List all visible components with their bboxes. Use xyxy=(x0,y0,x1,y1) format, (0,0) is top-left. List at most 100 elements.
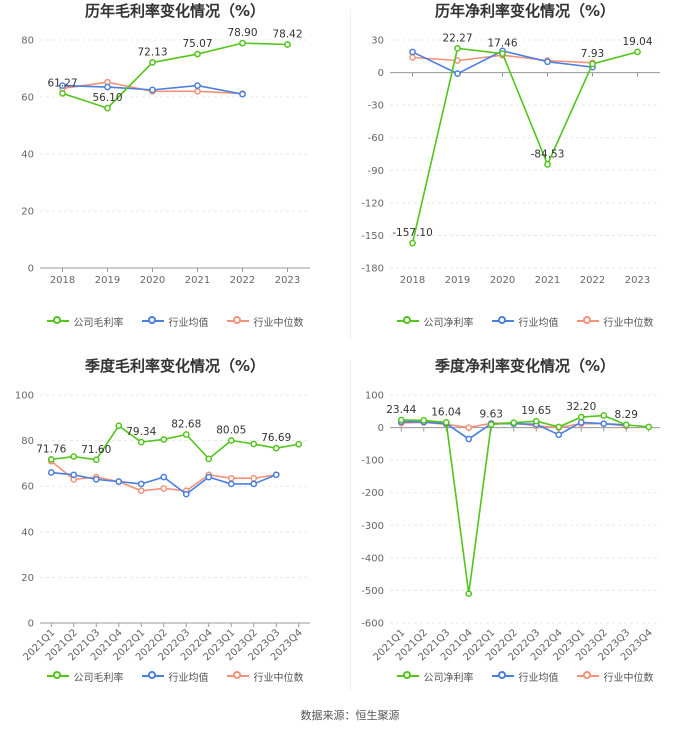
y-tick-label: 0 xyxy=(28,264,34,275)
point-company[interactable] xyxy=(272,444,280,452)
data-label: 8.29 xyxy=(615,409,638,421)
point-company[interactable] xyxy=(555,423,563,431)
point-median[interactable] xyxy=(465,424,473,431)
point-avg[interactable] xyxy=(272,471,280,479)
point-avg[interactable] xyxy=(409,48,416,56)
point-median[interactable] xyxy=(409,54,416,61)
point-avg[interactable] xyxy=(555,431,563,439)
point-company[interactable] xyxy=(47,456,55,463)
y-tick-label: -600 xyxy=(361,619,384,630)
point-avg[interactable] xyxy=(115,478,123,485)
y-tick-label: -500 xyxy=(361,586,384,597)
point-company[interactable] xyxy=(510,419,518,427)
legend-median[interactable]: 行业中位数 xyxy=(576,314,654,329)
point-company[interactable] xyxy=(397,416,405,424)
x-tick-label: 2021 xyxy=(535,275,560,286)
quarterly-net-margin-chart: 季度净利率变化情况（%） -600 -500 -400 -300 -200 -100 0 10… xyxy=(350,355,700,705)
legend-median[interactable]: 行业中位数 xyxy=(576,669,654,684)
annual-gross-margin-chart: 历年毛利率变化情况（%） 0 20 40 60 80 2018 2019 2020 2021 20… xyxy=(0,0,350,350)
legend-avg[interactable]: 行业均值 xyxy=(491,669,559,684)
point-company[interactable] xyxy=(454,45,461,52)
legend-company[interactable]: 公司毛利率 xyxy=(46,669,124,684)
point-company[interactable] xyxy=(487,421,495,428)
point-company[interactable] xyxy=(420,417,428,424)
point-avg[interactable] xyxy=(47,469,55,476)
point-avg[interactable] xyxy=(194,82,201,89)
x-tick-label: 2020 xyxy=(490,275,515,286)
point-company[interactable] xyxy=(92,456,100,464)
legend-avg-label: 行业均值 xyxy=(168,317,209,329)
point-avg[interactable] xyxy=(205,473,213,481)
point-company[interactable] xyxy=(409,239,416,247)
point-median[interactable] xyxy=(137,487,145,495)
y-tick-label: 100 xyxy=(15,391,34,402)
point-company[interactable] xyxy=(284,41,291,48)
point-company[interactable] xyxy=(250,440,258,448)
legend-company-label: 公司毛利率 xyxy=(73,317,124,329)
point-company[interactable] xyxy=(59,90,66,97)
point-company[interactable] xyxy=(634,48,641,56)
point-median[interactable] xyxy=(160,485,168,492)
point-company[interactable] xyxy=(194,50,201,58)
point-avg[interactable] xyxy=(227,480,235,488)
data-label: 7.93 xyxy=(581,48,604,60)
point-avg[interactable] xyxy=(600,420,608,428)
x-tick-label: 2018 xyxy=(400,275,425,286)
x-tick-label: 2021 xyxy=(185,275,210,286)
y-tick-label: -120 xyxy=(361,198,384,209)
point-avg[interactable] xyxy=(577,419,585,426)
point-company[interactable] xyxy=(70,453,78,460)
point-company[interactable] xyxy=(645,423,653,431)
point-company[interactable] xyxy=(600,412,608,419)
point-median[interactable] xyxy=(194,87,201,95)
point-company[interactable] xyxy=(104,104,111,112)
legend-avg[interactable]: 行业均值 xyxy=(141,314,209,329)
legend-median-marker xyxy=(226,670,249,682)
point-avg[interactable] xyxy=(250,480,258,488)
point-avg[interactable] xyxy=(544,58,551,66)
legend-median-label: 行业中位数 xyxy=(603,672,654,684)
point-company[interactable] xyxy=(182,431,190,438)
point-company[interactable] xyxy=(622,421,630,429)
y-tick-label: -90 xyxy=(368,166,384,177)
point-median[interactable] xyxy=(227,474,235,482)
legend-company[interactable]: 公司毛利率 xyxy=(46,314,124,329)
point-company[interactable] xyxy=(589,60,596,68)
point-company[interactable] xyxy=(544,160,551,168)
legend-median[interactable]: 行业中位数 xyxy=(226,314,304,329)
legend-median[interactable]: 行业中位数 xyxy=(226,669,304,684)
point-company[interactable] xyxy=(115,422,123,430)
point-avg[interactable] xyxy=(454,70,461,78)
point-company[interactable] xyxy=(532,417,540,425)
point-avg[interactable] xyxy=(59,82,66,89)
legend-avg[interactable]: 行业均值 xyxy=(491,314,559,329)
point-company[interactable] xyxy=(205,455,213,463)
point-avg[interactable] xyxy=(465,435,473,443)
point-avg[interactable] xyxy=(149,86,156,94)
point-avg[interactable] xyxy=(70,471,78,479)
point-avg[interactable] xyxy=(182,490,190,498)
point-company[interactable] xyxy=(227,437,235,444)
point-company[interactable] xyxy=(239,39,246,47)
point-company[interactable] xyxy=(465,590,473,598)
point-avg[interactable] xyxy=(92,476,100,483)
legend-company[interactable]: 公司净利率 xyxy=(396,314,474,329)
legend-avg[interactable]: 行业均值 xyxy=(141,669,209,684)
data-label: 79.34 xyxy=(126,426,156,438)
point-company[interactable] xyxy=(499,50,506,57)
point-company[interactable] xyxy=(442,418,450,426)
point-company[interactable] xyxy=(137,438,145,446)
point-avg[interactable] xyxy=(239,90,246,98)
point-company[interactable] xyxy=(295,440,303,448)
point-avg[interactable] xyxy=(137,480,145,488)
y-tick-label: 60 xyxy=(21,482,34,493)
point-company[interactable] xyxy=(160,436,168,443)
point-avg[interactable] xyxy=(160,473,168,481)
data-label: 22.27 xyxy=(442,32,472,44)
point-median[interactable] xyxy=(250,474,258,482)
point-avg[interactable] xyxy=(104,83,111,91)
point-company[interactable] xyxy=(577,413,585,421)
legend-company[interactable]: 公司净利率 xyxy=(396,669,474,684)
y-tick-label: 60 xyxy=(21,93,34,104)
point-company[interactable] xyxy=(149,59,156,66)
